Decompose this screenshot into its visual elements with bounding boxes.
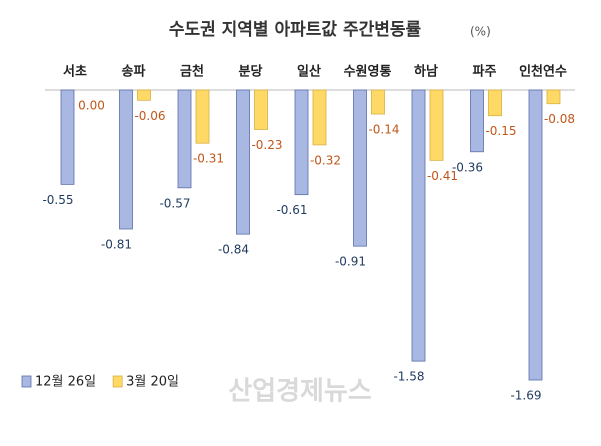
data-label: -0.23	[251, 138, 282, 152]
bar	[312, 89, 327, 146]
bar	[371, 89, 385, 115]
bar	[546, 89, 561, 105]
data-label: -0.61	[276, 203, 307, 217]
data-label: -0.41	[427, 169, 458, 183]
data-label: -0.57	[159, 196, 190, 210]
bar	[119, 89, 133, 230]
legend-label: 12월 26일	[35, 375, 96, 390]
watermark: 산업경제뉴스	[228, 377, 372, 407]
data-label: -0.84	[218, 243, 249, 257]
x-tick-label: 수원영통	[344, 65, 392, 80]
x-tick-label: 파주	[473, 65, 497, 80]
data-label: -1.58	[393, 370, 424, 384]
data-label: -0.31	[193, 152, 224, 166]
x-tick-label: 일산	[297, 64, 321, 80]
x-tick-label: 분당	[239, 64, 263, 80]
bar	[137, 89, 151, 101]
data-label: 0.00	[78, 99, 105, 113]
data-label: -1.69	[510, 389, 541, 403]
x-tick-label: 하남	[414, 64, 438, 80]
legend-label: 3월 20일	[126, 375, 179, 390]
chart-title: 수도권 지역별 아파트값 주간변동률	[169, 20, 422, 40]
legend-swatch	[112, 375, 123, 388]
data-label: -0.91	[335, 255, 366, 269]
data-label: -0.36	[452, 160, 483, 174]
data-label: -0.14	[368, 123, 399, 137]
data-label: -0.32	[310, 153, 341, 167]
bar	[60, 89, 75, 185]
bar	[195, 89, 210, 144]
bar	[429, 89, 444, 161]
bar	[254, 89, 268, 130]
data-label: -0.08	[544, 112, 575, 126]
legend-swatch	[21, 375, 32, 388]
data-label: -0.06	[134, 109, 165, 123]
x-tick-label: 인천연수	[519, 64, 567, 80]
x-tick-label: 송파	[122, 65, 146, 80]
bar	[470, 89, 484, 153]
x-tick-label: 금천	[180, 65, 204, 80]
data-label: -0.55	[42, 193, 73, 207]
bar	[294, 89, 309, 196]
bar	[353, 89, 367, 247]
bar	[488, 89, 502, 117]
chart-subtitle: (%)	[470, 25, 491, 39]
bar	[411, 89, 426, 362]
data-label: -0.15	[485, 124, 516, 138]
data-label: -0.81	[101, 237, 132, 251]
bar	[528, 89, 543, 381]
bar	[236, 89, 250, 235]
x-tick-label: 서초	[63, 65, 87, 80]
bar	[177, 89, 192, 189]
